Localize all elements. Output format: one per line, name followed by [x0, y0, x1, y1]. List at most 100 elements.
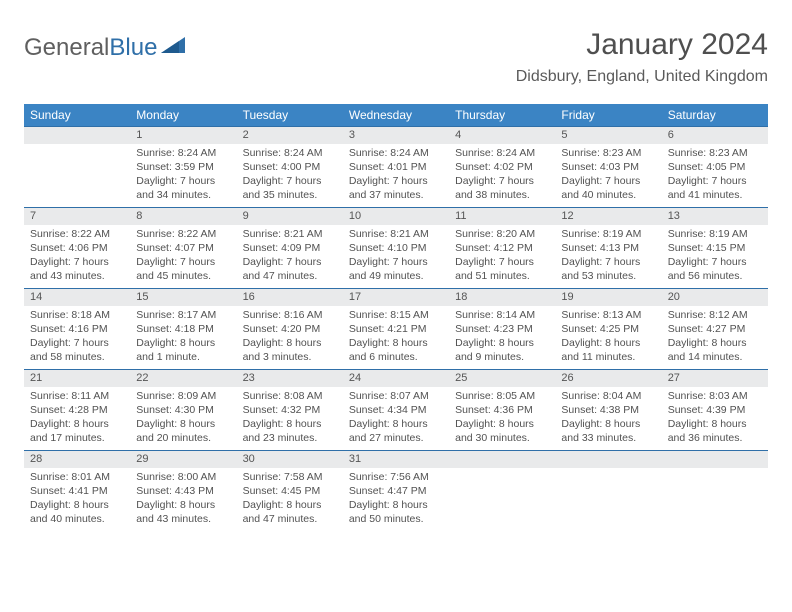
day-info-line: Daylight: 7 hours [243, 174, 337, 188]
day-number [555, 451, 661, 468]
day-info-line: Daylight: 7 hours [668, 255, 762, 269]
day-number: 5 [555, 127, 661, 144]
day-info-line: Sunrise: 8:17 AM [136, 308, 230, 322]
day-info-line: Daylight: 7 hours [30, 255, 124, 269]
day-info-line: Sunrise: 8:04 AM [561, 389, 655, 403]
day-info-line: and 47 minutes. [243, 512, 337, 526]
day-number: 6 [662, 127, 768, 144]
day-info-line: Sunrise: 8:01 AM [30, 470, 124, 484]
day-number: 7 [24, 208, 130, 225]
day-number: 8 [130, 208, 236, 225]
day-info-line: and 56 minutes. [668, 269, 762, 283]
day-info-line: Sunset: 4:12 PM [455, 241, 549, 255]
day-number: 30 [237, 451, 343, 468]
day-number: 18 [449, 289, 555, 306]
day-info-line: Daylight: 8 hours [30, 498, 124, 512]
weekday-header: Wednesday [343, 104, 449, 127]
day-info-line: and 9 minutes. [455, 350, 549, 364]
day-number: 21 [24, 370, 130, 387]
day-number: 1 [130, 127, 236, 144]
weekday-header-row: SundayMondayTuesdayWednesdayThursdayFrid… [24, 104, 768, 127]
day-info-line: Sunset: 4:05 PM [668, 160, 762, 174]
day-info-line: and 43 minutes. [136, 512, 230, 526]
day-info-line: Sunset: 4:25 PM [561, 322, 655, 336]
day-info-line: Sunrise: 8:14 AM [455, 308, 549, 322]
day-info-line: and 17 minutes. [30, 431, 124, 445]
day-number [449, 451, 555, 468]
day-cell: Sunrise: 8:03 AMSunset: 4:39 PMDaylight:… [662, 387, 768, 451]
day-info-line: Sunset: 4:00 PM [243, 160, 337, 174]
day-info-line: Sunset: 4:45 PM [243, 484, 337, 498]
day-info-line: Sunset: 4:03 PM [561, 160, 655, 174]
day-info-line: and 51 minutes. [455, 269, 549, 283]
day-info-line: Daylight: 8 hours [243, 498, 337, 512]
day-content-row: Sunrise: 8:01 AMSunset: 4:41 PMDaylight:… [24, 468, 768, 532]
day-info-line: Sunset: 4:16 PM [30, 322, 124, 336]
day-info-line: Sunset: 4:23 PM [455, 322, 549, 336]
day-content-row: Sunrise: 8:22 AMSunset: 4:06 PMDaylight:… [24, 225, 768, 289]
day-info-line: Sunrise: 8:18 AM [30, 308, 124, 322]
day-info-line: Sunset: 4:18 PM [136, 322, 230, 336]
day-info-line: Daylight: 8 hours [668, 336, 762, 350]
day-info-line: Sunset: 4:09 PM [243, 241, 337, 255]
day-info-line: Daylight: 7 hours [455, 174, 549, 188]
calendar-body: 123456Sunrise: 8:24 AMSunset: 3:59 PMDay… [24, 127, 768, 532]
day-info-line: and 53 minutes. [561, 269, 655, 283]
day-cell: Sunrise: 8:08 AMSunset: 4:32 PMDaylight:… [237, 387, 343, 451]
day-info-line: and 37 minutes. [349, 188, 443, 202]
day-cell: Sunrise: 8:19 AMSunset: 4:13 PMDaylight:… [555, 225, 661, 289]
day-info-line: Sunset: 4:36 PM [455, 403, 549, 417]
day-number: 12 [555, 208, 661, 225]
day-info-line: Sunrise: 8:24 AM [349, 146, 443, 160]
day-number: 16 [237, 289, 343, 306]
day-number [24, 127, 130, 144]
day-cell: Sunrise: 8:13 AMSunset: 4:25 PMDaylight:… [555, 306, 661, 370]
day-number: 27 [662, 370, 768, 387]
day-number-row: 28293031 [24, 451, 768, 468]
day-cell: Sunrise: 8:04 AMSunset: 4:38 PMDaylight:… [555, 387, 661, 451]
day-info-line: Daylight: 7 hours [349, 174, 443, 188]
day-cell: Sunrise: 8:14 AMSunset: 4:23 PMDaylight:… [449, 306, 555, 370]
day-info-line: Daylight: 7 hours [455, 255, 549, 269]
day-cell: Sunrise: 8:23 AMSunset: 4:05 PMDaylight:… [662, 144, 768, 208]
day-info-line: Sunset: 4:07 PM [136, 241, 230, 255]
day-info-line: and 30 minutes. [455, 431, 549, 445]
day-info-line: Sunset: 4:39 PM [668, 403, 762, 417]
day-info-line: Daylight: 8 hours [349, 336, 443, 350]
day-info-line: Daylight: 8 hours [136, 336, 230, 350]
day-info-line: and 40 minutes. [561, 188, 655, 202]
day-info-line: and 20 minutes. [136, 431, 230, 445]
logo: GeneralBlue [24, 34, 187, 62]
weekday-header: Saturday [662, 104, 768, 127]
day-cell: Sunrise: 8:24 AMSunset: 3:59 PMDaylight:… [130, 144, 236, 208]
day-info-line: and 41 minutes. [668, 188, 762, 202]
header: GeneralBlue January 2024 Didsbury, Engla… [24, 28, 768, 86]
day-info-line: Sunrise: 8:21 AM [243, 227, 337, 241]
day-number-row: 123456 [24, 127, 768, 144]
day-cell: Sunrise: 8:21 AMSunset: 4:10 PMDaylight:… [343, 225, 449, 289]
day-number: 14 [24, 289, 130, 306]
day-info-line: and 3 minutes. [243, 350, 337, 364]
day-info-line: Sunset: 4:20 PM [243, 322, 337, 336]
day-cell: Sunrise: 8:24 AMSunset: 4:00 PMDaylight:… [237, 144, 343, 208]
weekday-header: Sunday [24, 104, 130, 127]
day-number-row: 78910111213 [24, 208, 768, 225]
day-info-line: Daylight: 8 hours [349, 498, 443, 512]
day-info-line: Sunset: 4:38 PM [561, 403, 655, 417]
day-info-line: Sunset: 4:06 PM [30, 241, 124, 255]
day-number: 9 [237, 208, 343, 225]
day-number: 31 [343, 451, 449, 468]
day-info-line: and 50 minutes. [349, 512, 443, 526]
day-info-line: Sunset: 4:32 PM [243, 403, 337, 417]
day-cell [662, 468, 768, 532]
day-info-line: Daylight: 8 hours [668, 417, 762, 431]
day-info-line: Sunrise: 8:11 AM [30, 389, 124, 403]
calendar-table: SundayMondayTuesdayWednesdayThursdayFrid… [24, 104, 768, 532]
weekday-header: Monday [130, 104, 236, 127]
day-cell: Sunrise: 8:00 AMSunset: 4:43 PMDaylight:… [130, 468, 236, 532]
day-info-line: Sunrise: 8:20 AM [455, 227, 549, 241]
day-info-line: Sunset: 3:59 PM [136, 160, 230, 174]
day-cell: Sunrise: 8:17 AMSunset: 4:18 PMDaylight:… [130, 306, 236, 370]
day-info-line: Sunset: 4:15 PM [668, 241, 762, 255]
day-cell: Sunrise: 8:18 AMSunset: 4:16 PMDaylight:… [24, 306, 130, 370]
